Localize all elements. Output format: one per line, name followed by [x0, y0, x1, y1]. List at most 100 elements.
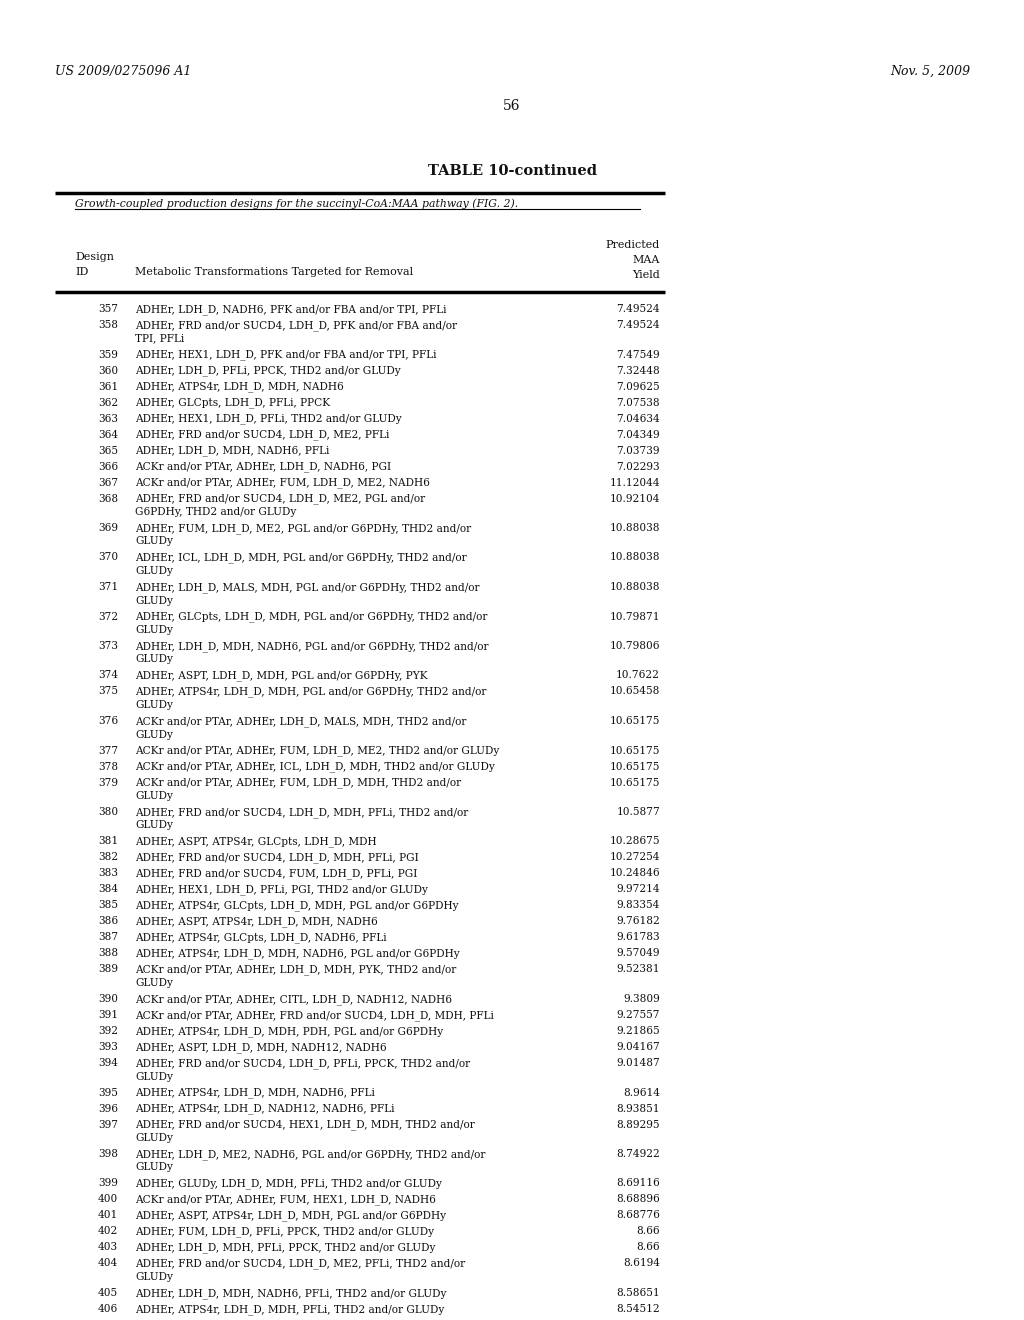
Text: ADHEr, FRD and/or SUCD4, LDH_D, MDH, PFLi, THD2 and/or: ADHEr, FRD and/or SUCD4, LDH_D, MDH, PFL…	[135, 807, 468, 817]
Text: ACKr and/or PTAr, ADHEr, LDH_D, MDH, PYK, THD2 and/or: ACKr and/or PTAr, ADHEr, LDH_D, MDH, PYK…	[135, 965, 457, 975]
Text: GLUDy: GLUDy	[135, 700, 173, 710]
Text: 8.69116: 8.69116	[616, 1179, 660, 1188]
Text: ADHEr, FRD and/or SUCD4, LDH_D, PFK and/or FBA and/or: ADHEr, FRD and/or SUCD4, LDH_D, PFK and/…	[135, 319, 457, 331]
Text: 385: 385	[98, 900, 118, 911]
Text: 8.68776: 8.68776	[616, 1210, 660, 1221]
Text: 365: 365	[98, 446, 118, 455]
Text: ADHEr, ATPS4r, LDH_D, MDH, PGL and/or G6PDHy, THD2 and/or: ADHEr, ATPS4r, LDH_D, MDH, PGL and/or G6…	[135, 686, 486, 697]
Text: ADHEr, ATPS4r, LDH_D, NADH12, NADH6, PFLi: ADHEr, ATPS4r, LDH_D, NADH12, NADH6, PFL…	[135, 1104, 394, 1114]
Text: 9.52381: 9.52381	[616, 965, 660, 974]
Text: 7.47549: 7.47549	[616, 350, 660, 359]
Text: 10.65175: 10.65175	[609, 715, 660, 726]
Text: 10.79871: 10.79871	[609, 611, 660, 622]
Text: ADHEr, LDH_D, ME2, NADH6, PGL and/or G6PDHy, THD2 and/or: ADHEr, LDH_D, ME2, NADH6, PGL and/or G6P…	[135, 1148, 485, 1160]
Text: 9.3809: 9.3809	[624, 994, 660, 1005]
Text: 7.04349: 7.04349	[616, 429, 660, 440]
Text: ADHEr, HEX1, LDH_D, PFLi, PGI, THD2 and/or GLUDy: ADHEr, HEX1, LDH_D, PFLi, PGI, THD2 and/…	[135, 884, 428, 895]
Text: 10.88038: 10.88038	[609, 553, 660, 562]
Text: 377: 377	[98, 746, 118, 755]
Text: ADHEr, FRD and/or SUCD4, LDH_D, PFLi, PPCK, THD2 and/or: ADHEr, FRD and/or SUCD4, LDH_D, PFLi, PP…	[135, 1059, 470, 1069]
Text: 400: 400	[97, 1195, 118, 1204]
Text: ADHEr, FRD and/or SUCD4, FUM, LDH_D, PFLi, PGI: ADHEr, FRD and/or SUCD4, FUM, LDH_D, PFL…	[135, 869, 418, 879]
Text: 8.6194: 8.6194	[623, 1258, 660, 1269]
Text: TABLE 10-continued: TABLE 10-continued	[427, 164, 597, 178]
Text: 358: 358	[98, 319, 118, 330]
Text: 10.27254: 10.27254	[609, 853, 660, 862]
Text: 9.21865: 9.21865	[616, 1026, 660, 1036]
Text: US 2009/0275096 A1: US 2009/0275096 A1	[55, 65, 191, 78]
Text: ADHEr, LDH_D, MDH, PFLi, PPCK, THD2 and/or GLUDy: ADHEr, LDH_D, MDH, PFLi, PPCK, THD2 and/…	[135, 1242, 435, 1253]
Text: GLUDy: GLUDy	[135, 1163, 173, 1172]
Text: 10.88038: 10.88038	[609, 523, 660, 533]
Text: GLUDy: GLUDy	[135, 821, 173, 830]
Text: 394: 394	[98, 1059, 118, 1068]
Text: 381: 381	[98, 837, 118, 846]
Text: 361: 361	[98, 381, 118, 392]
Text: GLUDy: GLUDy	[135, 624, 173, 635]
Text: Growth-coupled production designs for the succinyl-CoA:MAA pathway (FIG. 2).: Growth-coupled production designs for th…	[75, 198, 518, 209]
Text: 396: 396	[98, 1104, 118, 1114]
Text: 395: 395	[98, 1088, 118, 1097]
Text: 7.32448: 7.32448	[616, 366, 660, 375]
Text: 367: 367	[98, 478, 118, 487]
Text: 9.97214: 9.97214	[616, 884, 660, 895]
Text: 10.79806: 10.79806	[609, 642, 660, 651]
Text: 374: 374	[98, 671, 118, 681]
Text: 9.61783: 9.61783	[616, 932, 660, 942]
Text: ADHEr, HEX1, LDH_D, PFLi, THD2 and/or GLUDy: ADHEr, HEX1, LDH_D, PFLi, THD2 and/or GL…	[135, 413, 401, 424]
Text: 10.92104: 10.92104	[609, 494, 660, 503]
Text: 373: 373	[98, 642, 118, 651]
Text: 359: 359	[98, 350, 118, 359]
Text: ADHEr, ASPT, ATPS4r, LDH_D, MDH, PGL and/or G6PDHy: ADHEr, ASPT, ATPS4r, LDH_D, MDH, PGL and…	[135, 1210, 446, 1221]
Text: 398: 398	[98, 1148, 118, 1159]
Text: ADHEr, FRD and/or SUCD4, LDH_D, ME2, PGL and/or: ADHEr, FRD and/or SUCD4, LDH_D, ME2, PGL…	[135, 494, 425, 504]
Text: 10.65175: 10.65175	[609, 746, 660, 755]
Text: 393: 393	[98, 1041, 118, 1052]
Text: 10.24846: 10.24846	[609, 869, 660, 879]
Text: GLUDy: GLUDy	[135, 655, 173, 664]
Text: 357: 357	[98, 304, 118, 314]
Text: Predicted: Predicted	[606, 240, 660, 249]
Text: 390: 390	[98, 994, 118, 1005]
Text: 8.9614: 8.9614	[623, 1088, 660, 1097]
Text: ADHEr, LDH_D, PFLi, PPCK, THD2 and/or GLUDy: ADHEr, LDH_D, PFLi, PPCK, THD2 and/or GL…	[135, 366, 400, 376]
Text: GLUDy: GLUDy	[135, 566, 173, 576]
Text: G6PDHy, THD2 and/or GLUDy: G6PDHy, THD2 and/or GLUDy	[135, 507, 296, 517]
Text: 383: 383	[98, 869, 118, 879]
Text: 8.54512: 8.54512	[616, 1304, 660, 1313]
Text: 370: 370	[98, 553, 118, 562]
Text: 379: 379	[98, 777, 118, 788]
Text: 7.03739: 7.03739	[616, 446, 660, 455]
Text: 363: 363	[98, 413, 118, 424]
Text: Metabolic Transformations Targeted for Removal: Metabolic Transformations Targeted for R…	[135, 267, 413, 277]
Text: Design: Design	[75, 252, 114, 261]
Text: 9.83354: 9.83354	[616, 900, 660, 911]
Text: 7.49524: 7.49524	[616, 319, 660, 330]
Text: ADHEr, ICL, LDH_D, MDH, PGL and/or G6PDHy, THD2 and/or: ADHEr, ICL, LDH_D, MDH, PGL and/or G6PDH…	[135, 553, 467, 564]
Text: ADHEr, FRD and/or SUCD4, LDH_D, MDH, PFLi, PGI: ADHEr, FRD and/or SUCD4, LDH_D, MDH, PFL…	[135, 853, 419, 863]
Text: 9.04167: 9.04167	[616, 1041, 660, 1052]
Text: 405: 405	[98, 1288, 118, 1298]
Text: Nov. 5, 2009: Nov. 5, 2009	[890, 65, 970, 78]
Text: 10.65458: 10.65458	[609, 686, 660, 697]
Text: 7.02293: 7.02293	[616, 462, 660, 471]
Text: 8.74922: 8.74922	[616, 1148, 660, 1159]
Text: ADHEr, FRD and/or SUCD4, LDH_D, ME2, PFLi: ADHEr, FRD and/or SUCD4, LDH_D, ME2, PFL…	[135, 429, 389, 440]
Text: ADHEr, FRD and/or SUCD4, LDH_D, ME2, PFLi, THD2 and/or: ADHEr, FRD and/or SUCD4, LDH_D, ME2, PFL…	[135, 1258, 465, 1270]
Text: ADHEr, ATPS4r, LDH_D, MDH, PDH, PGL and/or G6PDHy: ADHEr, ATPS4r, LDH_D, MDH, PDH, PGL and/…	[135, 1026, 443, 1036]
Text: GLUDy: GLUDy	[135, 791, 173, 801]
Text: ACKr and/or PTAr, ADHEr, FUM, LDH_D, MDH, THD2 and/or: ACKr and/or PTAr, ADHEr, FUM, LDH_D, MDH…	[135, 777, 461, 788]
Text: ADHEr, ASPT, LDH_D, MDH, PGL and/or G6PDHy, PYK: ADHEr, ASPT, LDH_D, MDH, PGL and/or G6PD…	[135, 671, 428, 681]
Text: 382: 382	[98, 853, 118, 862]
Text: ADHEr, LDH_D, MDH, NADH6, PFLi, THD2 and/or GLUDy: ADHEr, LDH_D, MDH, NADH6, PFLi, THD2 and…	[135, 1288, 446, 1299]
Text: 10.65175: 10.65175	[609, 762, 660, 771]
Text: ADHEr, ATPS4r, LDH_D, MDH, NADH6, PGL and/or G6PDHy: ADHEr, ATPS4r, LDH_D, MDH, NADH6, PGL an…	[135, 949, 460, 960]
Text: 11.12044: 11.12044	[609, 478, 660, 487]
Text: ACKr and/or PTAr, ADHEr, FRD and/or SUCD4, LDH_D, MDH, PFLi: ACKr and/or PTAr, ADHEr, FRD and/or SUCD…	[135, 1010, 494, 1020]
Text: 366: 366	[98, 462, 118, 471]
Text: 56: 56	[503, 99, 521, 114]
Text: ADHEr, GLCpts, LDH_D, PFLi, PPCK: ADHEr, GLCpts, LDH_D, PFLi, PPCK	[135, 397, 330, 408]
Text: 369: 369	[98, 523, 118, 533]
Text: 362: 362	[98, 397, 118, 408]
Text: Yield: Yield	[632, 271, 660, 280]
